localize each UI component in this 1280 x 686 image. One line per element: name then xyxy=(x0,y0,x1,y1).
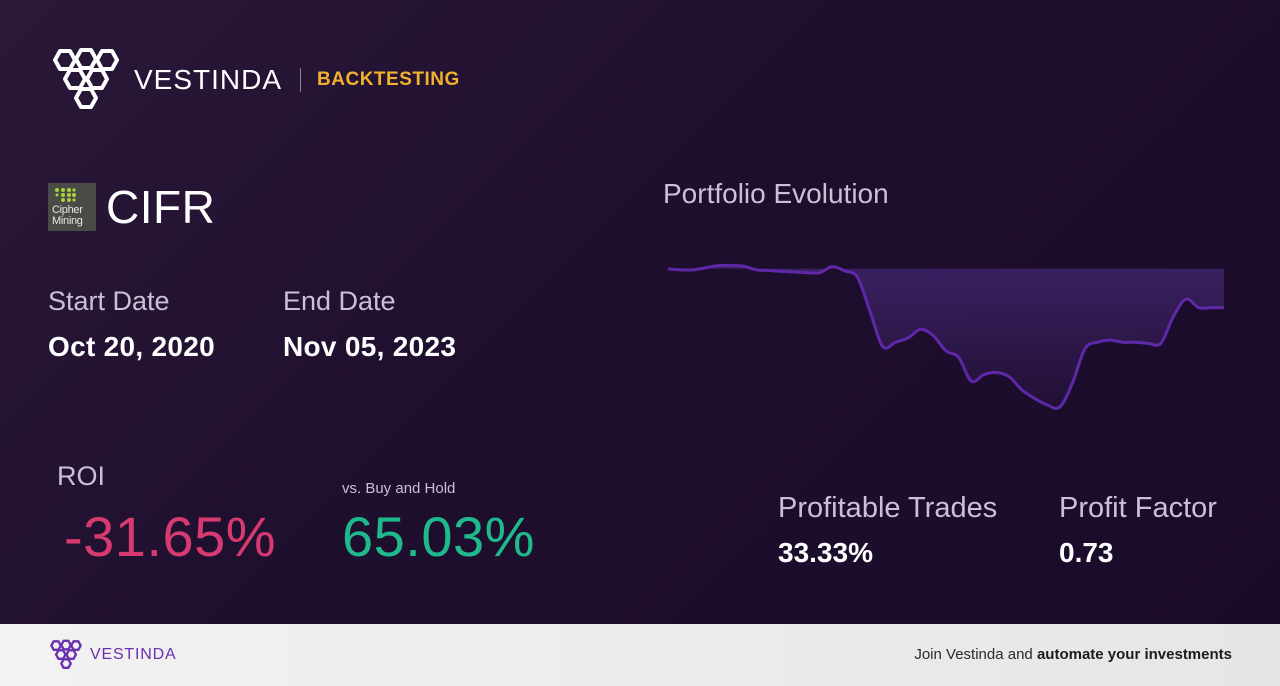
portfolio-chart xyxy=(667,263,1224,410)
cipher-mining-logo-icon: Cipher Mining xyxy=(48,183,96,231)
profitable-trades-label: Profitable Trades xyxy=(778,492,998,524)
buy-hold-value: 65.03% xyxy=(342,505,535,568)
header-brand[interactable]: VESTINDA BACKTESTING xyxy=(48,47,460,113)
profit-factor-value: 0.73 xyxy=(1059,537,1114,568)
footer-cta-prefix: Join Vestinda and xyxy=(914,646,1037,663)
brand-name: VESTINDA xyxy=(134,64,283,95)
brand-divider xyxy=(300,68,302,92)
vestinda-logo-icon xyxy=(50,639,82,669)
profit-factor-label: Profit Factor xyxy=(1059,492,1217,524)
end-date-value: Nov 05, 2023 xyxy=(283,331,457,362)
start-date-value: Oct 20, 2020 xyxy=(48,331,216,362)
profitable-trades-value: 33.33% xyxy=(778,537,873,568)
footer-brand-name: VESTINDA xyxy=(90,646,177,663)
vestinda-logo-icon xyxy=(53,48,119,109)
end-date-label: End Date xyxy=(283,286,396,316)
logo-text-line1: Cipher xyxy=(52,204,83,216)
footer-cta-bold: automate your investments xyxy=(1036,646,1232,663)
portfolio-line xyxy=(667,263,1224,410)
logo-text-line2: Mining xyxy=(52,215,83,227)
portfolio-area xyxy=(668,265,1224,409)
footer-bar: VESTINDA Join Vestinda and automate your… xyxy=(0,624,1280,686)
chart-title: Portfolio Evolution xyxy=(663,178,889,209)
backtest-card: VESTINDA BACKTESTING Cipher Mining CIFR … xyxy=(0,0,1280,624)
ticker-header: Cipher Mining CIFR xyxy=(48,180,215,234)
roi-value: -31.65% xyxy=(64,505,277,568)
roi-label: ROI xyxy=(57,461,106,491)
buy-hold-label: vs. Buy and Hold xyxy=(342,480,456,497)
footer-brand[interactable]: VESTINDA xyxy=(48,639,176,671)
footer-cta[interactable]: Join Vestinda and automate your investme… xyxy=(914,646,1232,663)
section-tag: BACKTESTING xyxy=(317,69,460,90)
ticker-symbol: CIFR xyxy=(106,181,216,233)
logo-dots-icon xyxy=(55,188,76,202)
start-date-label: Start Date xyxy=(48,286,170,316)
